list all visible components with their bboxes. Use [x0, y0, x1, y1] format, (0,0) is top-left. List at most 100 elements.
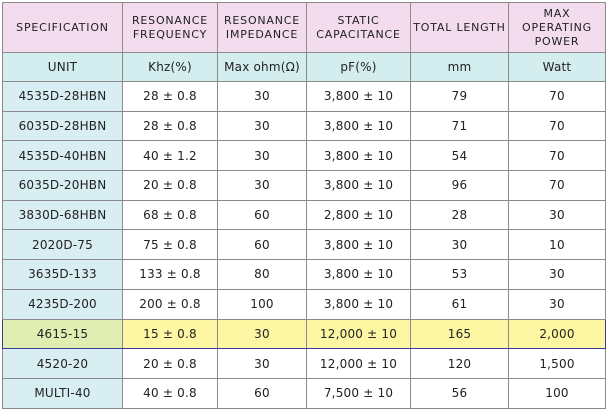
unit-cell: Khz(%) [122, 52, 218, 82]
value-cell: 54 [410, 140, 509, 172]
value-cell: 3,800 ± 10 [306, 170, 411, 201]
header-line: SPECIFICATION [16, 20, 109, 34]
value-cell: 10 [508, 229, 606, 261]
table-row: 4615-15 15 ± 0.8 30 12,000 ± 10 165 2,000 [2, 318, 606, 350]
value-cell: 15 ± 0.8 [122, 318, 218, 350]
value-cell: 28 [410, 199, 509, 231]
value-cell: 100 [508, 377, 606, 409]
value-cell: 30 [410, 229, 509, 261]
header-total-length: TOTAL LENGTH [410, 2, 509, 53]
model-cell: 3830D-68HBN [2, 199, 123, 231]
header-line: TOTAL LENGTH [413, 20, 506, 34]
value-cell: 56 [410, 377, 509, 409]
header-line: RESONANCE [131, 13, 209, 27]
value-cell: 80 [217, 259, 307, 290]
value-cell: 40 ± 0.8 [122, 377, 218, 409]
header-line: CAPACITANCE [316, 27, 401, 41]
value-cell: 30 [508, 259, 606, 290]
value-cell: 28 ± 0.8 [122, 81, 218, 112]
value-cell: 70 [508, 170, 606, 201]
table-row: 4535D-28HBN 28 ± 0.8 30 3,800 ± 10 79 70 [2, 81, 606, 112]
value-cell: 96 [410, 170, 509, 201]
header-resonance-impedance: RESONANCE IMPEDANCE [217, 2, 307, 53]
table-row: 4520-20 20 ± 0.8 30 12,000 ± 10 120 1,500 [2, 348, 606, 379]
value-cell: 1,500 [508, 348, 606, 379]
header-specification: SPECIFICATION [2, 2, 123, 53]
value-cell: 70 [508, 110, 606, 142]
unit-cell: UNIT [2, 52, 123, 82]
model-cell: 2020D-75 [2, 229, 123, 261]
table-row: 6035D-28HBN 28 ± 0.8 30 3,800 ± 10 71 70 [2, 110, 606, 142]
model-cell: 4535D-28HBN [2, 81, 123, 112]
value-cell: 3,800 ± 10 [306, 110, 411, 142]
value-cell: 3,800 ± 10 [306, 288, 411, 320]
value-cell: 53 [410, 259, 509, 290]
model-cell: 6035D-28HBN [2, 110, 123, 142]
value-cell: 61 [410, 288, 509, 320]
header-row: SPECIFICATION RESONANCE FREQUENCY RESONA… [2, 2, 606, 53]
header-line: FREQUENCY [132, 27, 208, 41]
header-line: IMPEDANCE [225, 27, 299, 41]
model-cell: 4615-15 [2, 318, 123, 350]
header-line: MAX [543, 6, 571, 20]
value-cell: 2,800 ± 10 [306, 199, 411, 231]
model-cell: 4535D-40HBN [2, 140, 123, 172]
value-cell: 3,800 ± 10 [306, 229, 411, 261]
value-cell: 133 ± 0.8 [122, 259, 218, 290]
value-cell: 165 [410, 318, 509, 350]
table-row: 6035D-20HBN 20 ± 0.8 30 3,800 ± 10 96 70 [2, 170, 606, 201]
value-cell: 60 [217, 377, 307, 409]
value-cell: 30 [217, 81, 307, 112]
unit-cell: Max ohm(Ω) [217, 52, 307, 82]
value-cell: 12,000 ± 10 [306, 348, 411, 379]
header-line: OPERATING [521, 20, 593, 34]
value-cell: 2,000 [508, 318, 606, 350]
table-row: 4235D-200 200 ± 0.8 100 3,800 ± 10 61 30 [2, 288, 606, 320]
value-cell: 30 [217, 170, 307, 201]
table-row: MULTI-40 40 ± 0.8 60 7,500 ± 10 56 100 [2, 377, 606, 409]
value-cell: 30 [508, 199, 606, 231]
table-row: 4535D-40HBN 40 ± 1.2 30 3,800 ± 10 54 70 [2, 140, 606, 172]
value-cell: 12,000 ± 10 [306, 318, 411, 350]
value-cell: 20 ± 0.8 [122, 348, 218, 379]
value-cell: 30 [217, 348, 307, 379]
value-cell: 68 ± 0.8 [122, 199, 218, 231]
model-cell: 4235D-200 [2, 288, 123, 320]
value-cell: 60 [217, 229, 307, 261]
value-cell: 30 [217, 110, 307, 142]
table-row: 2020D-75 75 ± 0.8 60 3,800 ± 10 30 10 [2, 229, 606, 261]
value-cell: 120 [410, 348, 509, 379]
table-row: 3830D-68HBN 68 ± 0.8 60 2,800 ± 10 28 30 [2, 199, 606, 231]
header-line: STATIC [337, 13, 380, 27]
value-cell: 200 ± 0.8 [122, 288, 218, 320]
value-cell: 3,800 ± 10 [306, 81, 411, 112]
value-cell: 30 [508, 288, 606, 320]
header-max-operating-power: MAX OPERATING POWER [508, 2, 606, 53]
value-cell: 100 [217, 288, 307, 320]
value-cell: 28 ± 0.8 [122, 110, 218, 142]
value-cell: 30 [217, 140, 307, 172]
header-line: RESONANCE [223, 13, 301, 27]
specification-table: SPECIFICATION RESONANCE FREQUENCY RESONA… [2, 2, 606, 409]
model-cell: MULTI-40 [2, 377, 123, 409]
header-line: POWER [534, 34, 580, 48]
value-cell: 60 [217, 199, 307, 231]
header-static-capacitance: STATIC CAPACITANCE [306, 2, 411, 53]
table-row: 3635D-133 133 ± 0.8 80 3,800 ± 10 53 30 [2, 259, 606, 290]
model-cell: 4520-20 [2, 348, 123, 379]
value-cell: 79 [410, 81, 509, 112]
value-cell: 3,800 ± 10 [306, 259, 411, 290]
value-cell: 71 [410, 110, 509, 142]
value-cell: 40 ± 1.2 [122, 140, 218, 172]
value-cell: 30 [217, 318, 307, 350]
value-cell: 70 [508, 140, 606, 172]
unit-row: UNIT Khz(%) Max ohm(Ω) pF(%) mm Watt [2, 52, 606, 82]
unit-cell: Watt [508, 52, 606, 82]
value-cell: 3,800 ± 10 [306, 140, 411, 172]
table-body: UNIT Khz(%) Max ohm(Ω) pF(%) mm Watt 453… [2, 52, 606, 409]
value-cell: 20 ± 0.8 [122, 170, 218, 201]
value-cell: 7,500 ± 10 [306, 377, 411, 409]
value-cell: 70 [508, 81, 606, 112]
model-cell: 3635D-133 [2, 259, 123, 290]
